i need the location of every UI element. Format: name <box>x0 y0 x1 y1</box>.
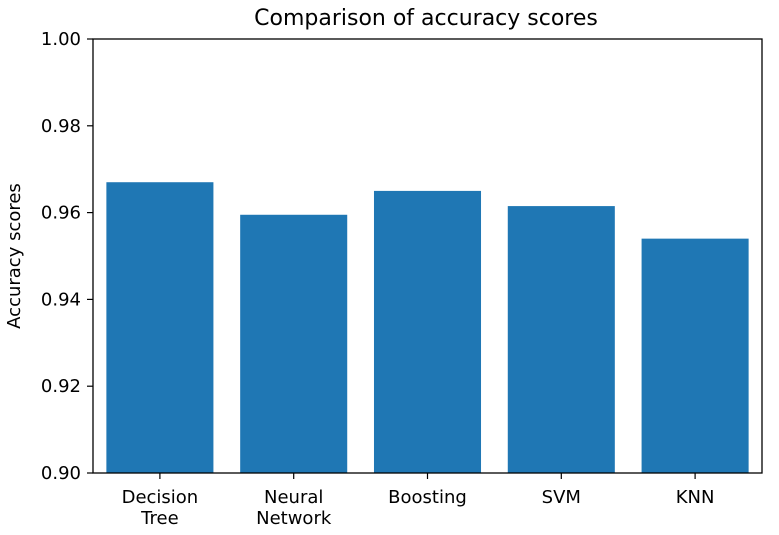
y-tick-label-3: 0.96 <box>41 203 81 224</box>
bar-0 <box>106 182 214 473</box>
x-tick-label-1: Neural Network <box>256 487 332 529</box>
y-tick-label-0: 0.90 <box>41 463 81 484</box>
x-tick-label-0: Decision Tree <box>122 487 199 529</box>
y-axis-label: Accuracy scores <box>4 183 25 329</box>
y-tick-label-2: 0.94 <box>41 289 81 310</box>
y-ticks-group: 0.90 0.92 0.94 0.96 0.98 1.00 <box>41 29 93 484</box>
bar-1 <box>240 214 348 473</box>
bar-2 <box>373 190 482 473</box>
y-tick-label-1: 0.92 <box>41 376 81 397</box>
x-tick-label-3: SVM <box>542 487 581 508</box>
chart-title: Comparison of accuracy scores <box>254 6 598 31</box>
y-tick-label-5: 1.00 <box>41 29 81 50</box>
x-ticks-group: Decision Tree Neural Network Boosting SVM KNN <box>122 473 715 529</box>
bars-group <box>106 182 749 473</box>
x-tick-label-4: KNN <box>676 487 715 508</box>
bar-3 <box>507 206 615 473</box>
plot-frame <box>92 38 763 474</box>
bar-4 <box>641 238 749 473</box>
y-tick-label-4: 0.98 <box>41 116 81 137</box>
x-tick-label-2: Boosting <box>388 487 467 508</box>
